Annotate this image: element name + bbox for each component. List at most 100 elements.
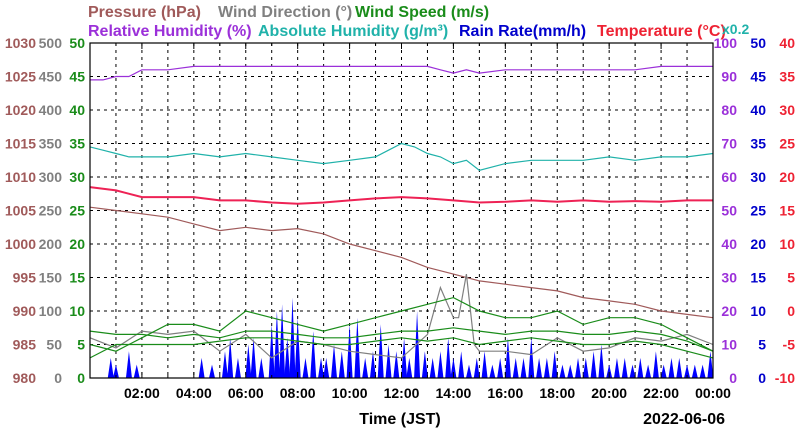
y-tick-label: 20 <box>779 169 795 185</box>
x-tick-label: 18:00 <box>539 385 575 401</box>
y-tick-label: 35 <box>779 69 795 85</box>
x-tick-label: 00:00 <box>695 385 731 401</box>
y-tick-label: 15 <box>750 270 766 286</box>
rain-rate-spike <box>465 364 472 378</box>
y-tick-label: 35 <box>69 136 85 152</box>
y-tick-label: 15 <box>69 270 85 286</box>
rain-rate-spike <box>536 357 543 378</box>
y-tick-label: 10 <box>750 303 766 319</box>
y-tick-label: 1020 <box>5 102 36 118</box>
rain-rate-spike <box>481 351 488 378</box>
rain-rate-series <box>107 297 714 378</box>
y-tick-label: 25 <box>69 203 85 219</box>
y-tick-label: 20 <box>750 236 766 252</box>
x-tick-label: 16:00 <box>487 385 523 401</box>
rain-rate-spike <box>401 337 408 378</box>
rain-rate-spike <box>676 357 683 378</box>
y-tick-label: 985 <box>13 337 37 353</box>
rain-rate-spike <box>575 357 582 378</box>
y-tick-label: 20 <box>721 303 737 319</box>
rain-rate-spike <box>209 364 216 378</box>
y-tick-label: 80 <box>721 102 737 118</box>
y-tick-label: 45 <box>69 69 85 85</box>
x-tick-label: 12:00 <box>384 385 420 401</box>
y-tick-label: 0 <box>729 370 737 386</box>
y-tick-label: 40 <box>69 102 85 118</box>
rain-rate-spike <box>406 357 413 378</box>
legend-label: Wind Speed (m/s) <box>355 4 489 21</box>
relative-humidity-line <box>90 65 713 81</box>
rain-rate-spike <box>520 357 527 378</box>
x-tick-label: 14:00 <box>436 385 472 401</box>
x-tick-label: 20:00 <box>591 385 627 401</box>
rain-rate-spike <box>504 337 511 378</box>
y-tick-label: 10 <box>69 303 85 319</box>
rain-rate-spike <box>331 344 338 378</box>
series-lines <box>89 65 714 359</box>
x-tick-label: 04:00 <box>176 385 212 401</box>
legend-label: Temperature (°C) <box>597 23 726 40</box>
rain-rate-spike <box>273 311 280 378</box>
y-tick-label: 40 <box>779 35 795 51</box>
wind-direction-line <box>89 273 714 359</box>
rain-rate-spike <box>338 351 345 378</box>
rain-rate-spike <box>198 357 205 378</box>
rain-rate-spike <box>652 351 659 378</box>
x-tick-label: 08:00 <box>280 385 316 401</box>
plot-frame <box>89 42 714 379</box>
y-tick-label: 995 <box>13 270 37 286</box>
y-tick-label: 5 <box>758 337 766 353</box>
y-tick-label: 0 <box>787 303 795 319</box>
rain-rate-spike <box>668 357 675 378</box>
rain-rate-spike <box>637 357 644 378</box>
rain-rate-spike <box>567 364 574 378</box>
rain-rate-spike <box>421 351 428 378</box>
rain-rate-spike <box>354 317 361 378</box>
y-tick-label: 1025 <box>5 69 36 85</box>
rain-rate-spike <box>621 357 628 378</box>
y-tick-label: 400 <box>39 102 63 118</box>
rain-rate-spike <box>512 357 519 378</box>
rain-rate-spike <box>221 351 228 378</box>
rain-rate-spike <box>284 337 291 378</box>
legend-label: Wind Direction (°) <box>218 4 352 21</box>
y-tick-label: 980 <box>13 370 37 386</box>
rain-rate-spike <box>473 357 480 378</box>
rain-rate-spike <box>377 324 384 378</box>
rain-rate-spike <box>559 364 566 378</box>
y-tick-label: -5 <box>783 337 796 353</box>
y-tick-label: 30 <box>69 169 85 185</box>
rain-rate-spike <box>590 351 597 378</box>
y-tick-label: 50 <box>750 35 766 51</box>
y-tick-label: 1030 <box>5 35 36 51</box>
x-tick-label: 02:00 <box>124 385 160 401</box>
y-tick-label: 350 <box>39 136 63 152</box>
y-tick-label: 450 <box>39 69 63 85</box>
rain-rate-spike <box>660 364 667 378</box>
rain-rate-spike <box>437 351 444 378</box>
rain-rate-spike <box>318 357 325 378</box>
rain-rate-spike <box>302 357 309 378</box>
rain-rate-spike <box>699 364 706 378</box>
date-label: 2022-06-06 <box>643 411 725 428</box>
y-tick-label: 50 <box>46 337 62 353</box>
rain-rate-spike <box>707 351 714 378</box>
y-tick-label: 150 <box>39 270 63 286</box>
y-tick-label: 1000 <box>5 236 36 252</box>
legend-label: Absolute Humidity (g/m³) <box>258 23 448 40</box>
rain-rate-spike <box>606 364 613 378</box>
rain-rate-spike <box>227 337 234 378</box>
y-tick-label: -10 <box>775 370 795 386</box>
rain-rate-spike <box>250 337 257 378</box>
rain-rate-spike <box>279 304 286 378</box>
y-tick-label: 10 <box>779 236 795 252</box>
y-tick-label: 1015 <box>5 136 36 152</box>
temperature-line <box>89 186 713 205</box>
rain-rate-spike <box>613 357 620 378</box>
y-tick-label: 250 <box>39 203 63 219</box>
legend-label: Relative Humidity (%) <box>88 23 252 40</box>
rain-rate-spike <box>385 344 392 378</box>
pressure-line <box>89 206 714 319</box>
rain-rate-spike <box>497 357 504 378</box>
